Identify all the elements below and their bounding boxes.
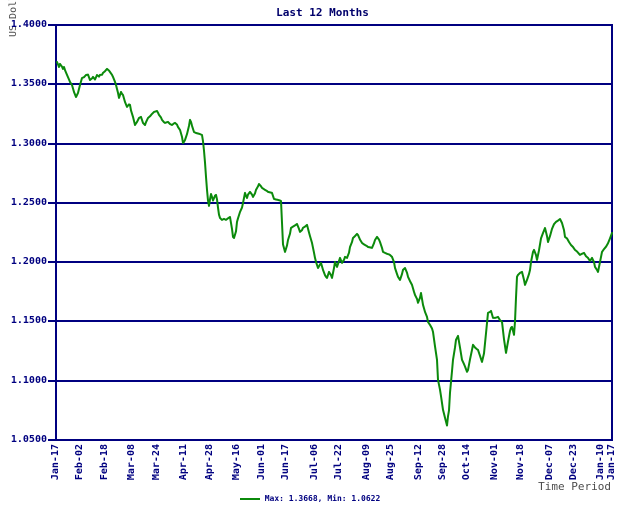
x-axis-title: Time Period [538,480,611,493]
x-tick-label: Mar-24 [150,444,162,481]
x-tick-label: Dec-23 [567,444,579,481]
x-tick-label: Apr-11 [177,444,189,481]
chart-title: Last 12 Months [276,6,369,19]
price-line [56,61,613,427]
y-tick-label: 1.2000 [10,256,47,267]
x-tick-label: Jan-17 [50,444,61,481]
x-tick-label: Feb-02 [74,444,86,481]
x-tick-label: Jul-22 [333,444,345,481]
y-tick-label: 1.1500 [10,315,47,326]
gridlines [48,24,613,441]
y-tick-label: 1.2500 [10,197,47,208]
x-tick-label: Jul-06 [308,444,320,481]
x-tick-label: Jun-01 [255,444,267,481]
y-tick-label: 1.0500 [10,434,47,445]
x-tick-label: Dec-07 [543,444,555,481]
x-tick-label: Sep-28 [436,444,448,481]
x-tick-label: Jun-17 [280,444,292,481]
x-tick-label: Jan-17 [606,444,617,481]
x-tick-label: Oct-14 [461,444,473,481]
y-tick-label: 1.3000 [10,138,47,149]
legend-label: Max: 1.3668, Min: 1.0622 [264,494,381,503]
x-tick-label: Mar-08 [126,444,138,481]
x-tick-label: Aug-09 [360,444,372,481]
y-tick-label: 1.3500 [10,78,47,89]
y-tick-label: 1.4000 [10,19,47,30]
x-tick-label: May-16 [231,444,243,481]
x-tick-label: Nov-18 [514,444,526,481]
x-tick-label: Apr-28 [203,444,215,481]
legend-line-swatch [239,497,260,500]
x-tick-label: Feb-18 [98,444,110,481]
legend: Max: 1.3668, Min: 1.0622 [0,494,620,503]
y-tick-label: 1.1000 [10,375,47,386]
x-tick-label: Aug-25 [385,444,397,481]
x-tick-label: Sep-12 [412,444,424,481]
x-tick-label: Jan-10 [595,444,607,481]
plot-border [55,24,613,441]
x-tick-label: Nov-01 [488,444,500,481]
